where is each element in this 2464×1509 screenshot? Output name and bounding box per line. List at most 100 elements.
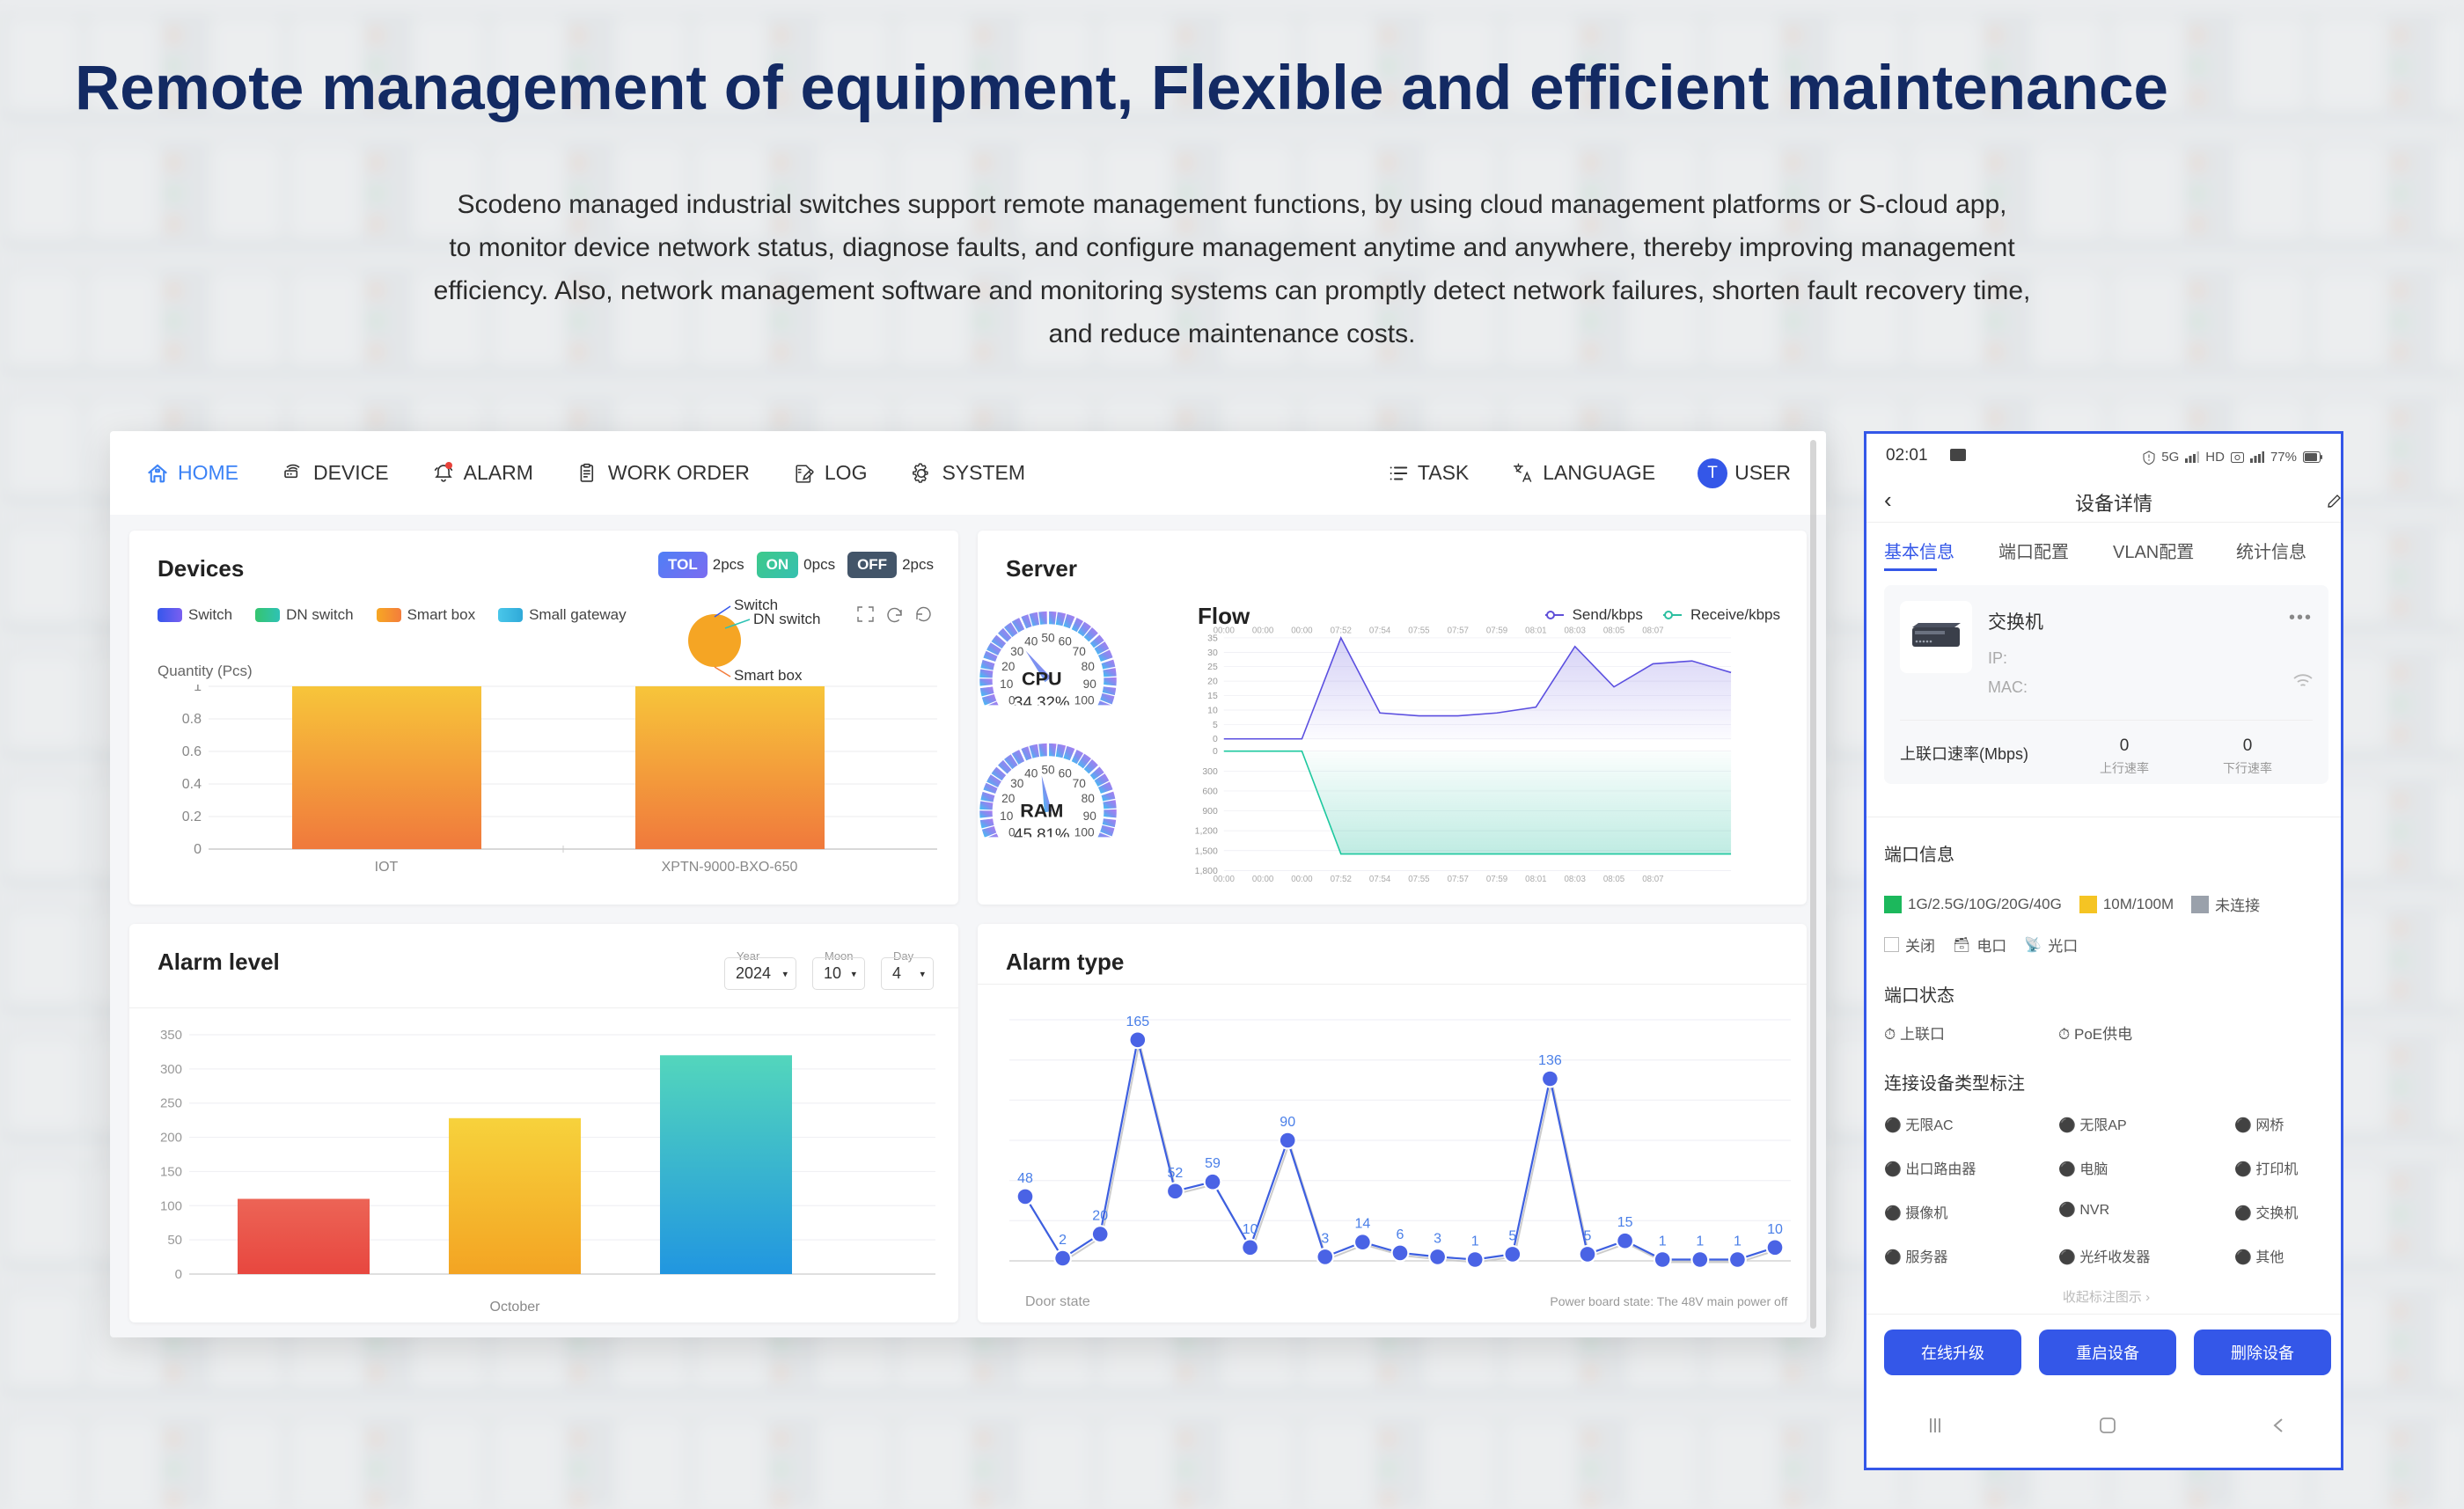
svg-text:08:07: 08:07 bbox=[1642, 626, 1663, 635]
svg-text:IOT: IOT bbox=[375, 860, 399, 875]
svg-text:350: 350 bbox=[160, 1028, 182, 1043]
svg-text:1: 1 bbox=[194, 685, 202, 694]
svg-text:900: 900 bbox=[1202, 807, 1218, 817]
svg-text:DN switch: DN switch bbox=[753, 611, 821, 627]
svg-text:0: 0 bbox=[1213, 747, 1218, 757]
svg-text:90: 90 bbox=[1083, 809, 1097, 823]
svg-text:1: 1 bbox=[1659, 1234, 1667, 1249]
svg-text:CPU: CPU bbox=[1022, 667, 1062, 689]
svg-text:0.2: 0.2 bbox=[182, 809, 202, 824]
svg-text:200: 200 bbox=[160, 1131, 182, 1146]
svg-text:08:05: 08:05 bbox=[1603, 875, 1624, 884]
svg-text:100: 100 bbox=[1074, 694, 1095, 706]
svg-text:00:00: 00:00 bbox=[1252, 875, 1274, 884]
svg-text:10: 10 bbox=[1000, 809, 1014, 823]
svg-text:10: 10 bbox=[1243, 1222, 1258, 1237]
svg-text:59: 59 bbox=[1205, 1156, 1221, 1171]
svg-text:250: 250 bbox=[160, 1096, 182, 1111]
svg-text:08:07: 08:07 bbox=[1642, 875, 1663, 884]
svg-text:60: 60 bbox=[1059, 767, 1073, 780]
svg-text:08:05: 08:05 bbox=[1603, 626, 1624, 635]
svg-text:136: 136 bbox=[1538, 1053, 1562, 1068]
svg-text:08:01: 08:01 bbox=[1525, 626, 1546, 635]
svg-text:60: 60 bbox=[1059, 635, 1073, 648]
svg-text:3: 3 bbox=[1434, 1231, 1441, 1246]
svg-text:1,200: 1,200 bbox=[1195, 827, 1218, 837]
svg-text:0.6: 0.6 bbox=[182, 744, 202, 759]
svg-text:14: 14 bbox=[1355, 1217, 1371, 1232]
svg-text:6: 6 bbox=[1397, 1227, 1404, 1242]
svg-text:45.81%: 45.81% bbox=[1014, 824, 1070, 837]
svg-text:30: 30 bbox=[1010, 645, 1024, 658]
svg-text:07:54: 07:54 bbox=[1369, 626, 1391, 635]
svg-text:0: 0 bbox=[194, 842, 202, 857]
svg-text:1,500: 1,500 bbox=[1195, 846, 1218, 856]
svg-text:90: 90 bbox=[1280, 1115, 1295, 1130]
svg-text:300: 300 bbox=[160, 1062, 182, 1077]
svg-text:2: 2 bbox=[1059, 1233, 1067, 1248]
svg-text:5: 5 bbox=[1508, 1228, 1516, 1243]
svg-text:100: 100 bbox=[1074, 826, 1095, 838]
svg-text:00:00: 00:00 bbox=[1291, 626, 1313, 635]
svg-text:30: 30 bbox=[1010, 777, 1024, 790]
svg-text:80: 80 bbox=[1082, 792, 1096, 805]
svg-text:70: 70 bbox=[1073, 645, 1087, 658]
svg-text:10: 10 bbox=[1767, 1222, 1783, 1237]
svg-text:07:52: 07:52 bbox=[1331, 875, 1352, 884]
svg-text:0: 0 bbox=[175, 1267, 182, 1282]
svg-text:10: 10 bbox=[1000, 678, 1014, 691]
svg-text:1: 1 bbox=[1696, 1234, 1704, 1249]
svg-text:Power board state: The 48V mai: Power board state: The 48V main power of… bbox=[1550, 1295, 1787, 1308]
svg-text:40: 40 bbox=[1024, 767, 1038, 780]
svg-text:30: 30 bbox=[1207, 648, 1218, 658]
svg-text:15: 15 bbox=[1207, 692, 1218, 701]
svg-text:08:03: 08:03 bbox=[1565, 626, 1586, 635]
svg-text:20: 20 bbox=[1092, 1209, 1108, 1224]
svg-text:07:52: 07:52 bbox=[1331, 626, 1352, 635]
svg-text:October: October bbox=[490, 1300, 541, 1315]
svg-text:5: 5 bbox=[1213, 721, 1218, 730]
svg-text:90: 90 bbox=[1083, 678, 1097, 691]
svg-text:25: 25 bbox=[1207, 663, 1218, 672]
svg-text:50: 50 bbox=[167, 1233, 182, 1248]
svg-text:00:00: 00:00 bbox=[1214, 875, 1236, 884]
svg-text:XPTN-9000-BXO-650: XPTN-9000-BXO-650 bbox=[662, 860, 798, 875]
svg-text:20: 20 bbox=[1001, 792, 1016, 805]
svg-text:20: 20 bbox=[1207, 678, 1218, 687]
svg-text:Door state: Door state bbox=[1025, 1294, 1090, 1309]
svg-text:70: 70 bbox=[1073, 777, 1087, 790]
svg-text:07:54: 07:54 bbox=[1369, 875, 1391, 884]
svg-text:48: 48 bbox=[1017, 1171, 1033, 1186]
svg-text:52: 52 bbox=[1168, 1166, 1184, 1181]
svg-text:165: 165 bbox=[1126, 1015, 1149, 1029]
svg-text:5: 5 bbox=[1584, 1228, 1592, 1243]
svg-text:07:57: 07:57 bbox=[1448, 626, 1469, 635]
svg-text:3: 3 bbox=[1321, 1231, 1329, 1246]
svg-text:0.8: 0.8 bbox=[182, 712, 202, 727]
svg-text:150: 150 bbox=[160, 1164, 182, 1179]
svg-text:RAM: RAM bbox=[1020, 799, 1063, 821]
svg-text:10: 10 bbox=[1207, 706, 1218, 715]
svg-text:07:57: 07:57 bbox=[1448, 875, 1469, 884]
svg-text:00:00: 00:00 bbox=[1252, 626, 1274, 635]
svg-text:34.32%: 34.32% bbox=[1014, 692, 1070, 705]
svg-text:1: 1 bbox=[1734, 1234, 1742, 1249]
svg-text:07:59: 07:59 bbox=[1486, 875, 1507, 884]
svg-text:20: 20 bbox=[1001, 660, 1016, 673]
svg-text:Smart box: Smart box bbox=[734, 667, 803, 683]
svg-text:07:59: 07:59 bbox=[1486, 626, 1507, 635]
svg-text:50: 50 bbox=[1041, 763, 1055, 776]
svg-text:07:55: 07:55 bbox=[1408, 875, 1429, 884]
svg-text:07:55: 07:55 bbox=[1408, 626, 1429, 635]
svg-text:08:01: 08:01 bbox=[1525, 875, 1546, 884]
svg-text:80: 80 bbox=[1082, 660, 1096, 673]
svg-text:50: 50 bbox=[1041, 631, 1055, 644]
svg-text:00:00: 00:00 bbox=[1214, 626, 1236, 635]
svg-text:08:03: 08:03 bbox=[1565, 875, 1586, 884]
svg-text:100: 100 bbox=[160, 1198, 182, 1213]
svg-text:0.4: 0.4 bbox=[182, 777, 202, 792]
svg-text:15: 15 bbox=[1617, 1215, 1633, 1230]
svg-text:00:00: 00:00 bbox=[1291, 875, 1313, 884]
svg-text:0: 0 bbox=[1213, 735, 1218, 744]
svg-text:600: 600 bbox=[1202, 787, 1218, 796]
